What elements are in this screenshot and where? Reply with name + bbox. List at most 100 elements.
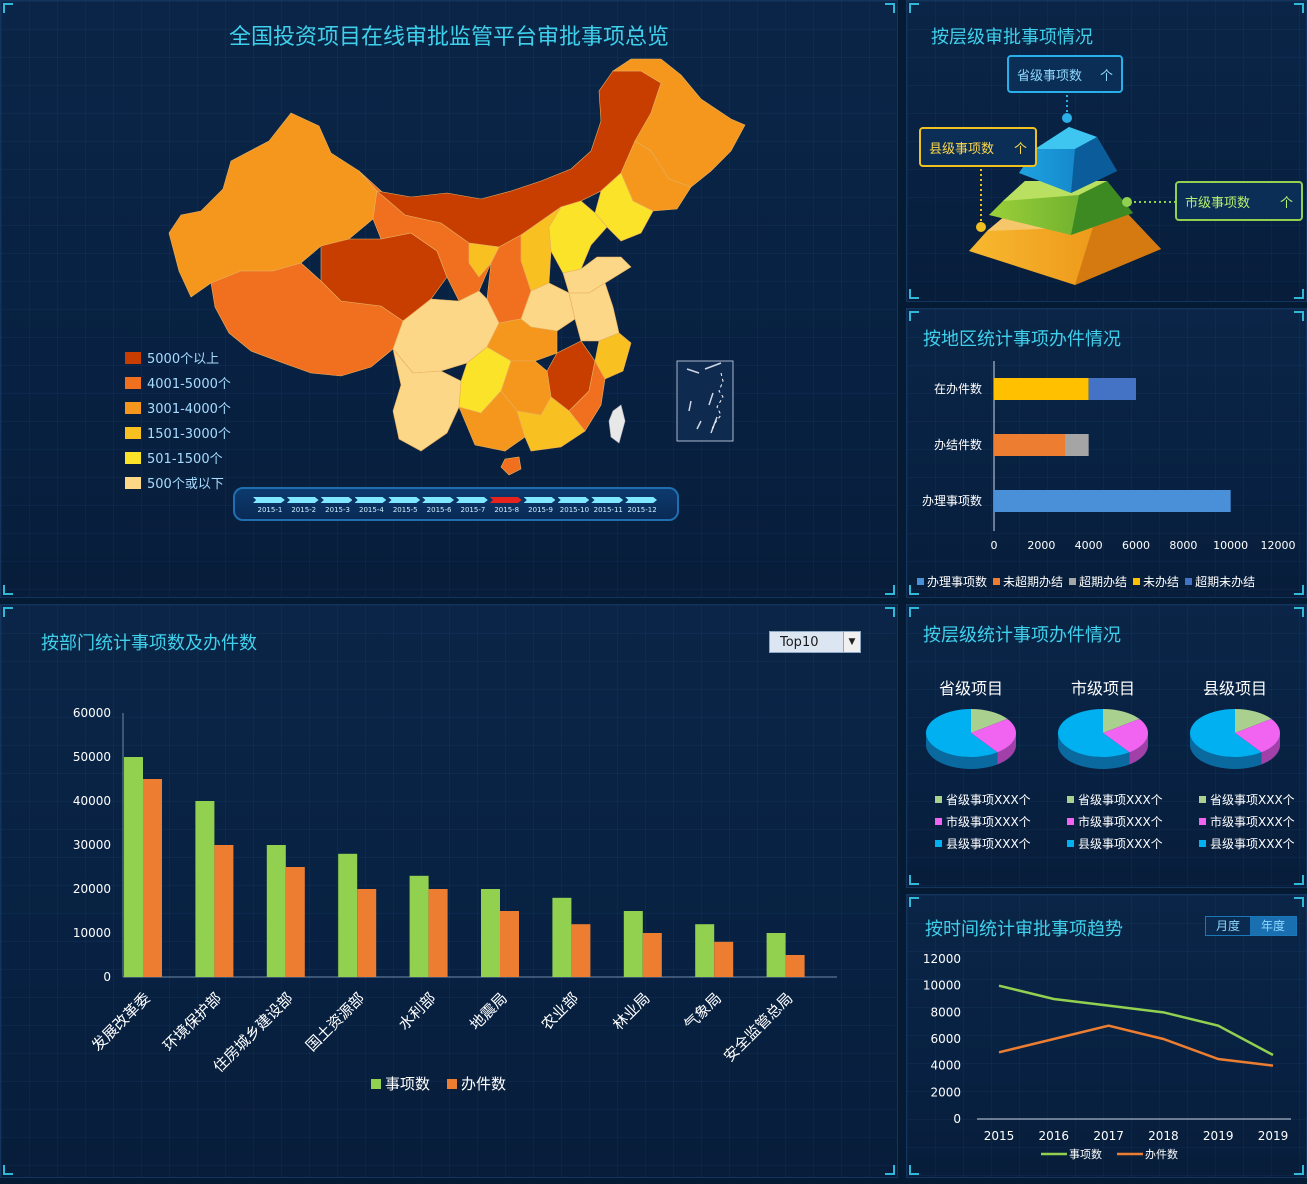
map-region[interactable] <box>612 58 746 188</box>
legend-item[interactable]: 市级事项XXX个 <box>1199 813 1295 830</box>
legend-item[interactable]: 未办结 <box>1133 573 1179 590</box>
timeline-month[interactable] <box>320 497 353 503</box>
map-region[interactable] <box>320 232 448 322</box>
map-region[interactable] <box>608 404 626 444</box>
legend-item[interactable]: 县级事项XXX个 <box>1199 835 1295 852</box>
bar-segment[interactable] <box>994 434 1065 456</box>
corner-decoration <box>1294 585 1304 595</box>
pie-slice[interactable] <box>1190 709 1262 757</box>
legend-item[interactable]: 未超期办结 <box>993 573 1063 590</box>
timeline-month[interactable] <box>591 497 624 503</box>
bar-segment[interactable] <box>994 490 1231 512</box>
bar-segment[interactable] <box>1088 378 1136 400</box>
legend-item[interactable]: 超期未办结 <box>1185 573 1255 590</box>
timeline-month[interactable] <box>286 497 319 503</box>
pie-chart[interactable] <box>911 699 1031 779</box>
bar[interactable] <box>357 889 377 977</box>
legend-item[interactable]: 1501-3000个 <box>125 420 231 445</box>
legend-label[interactable]: 办件数 <box>1145 1148 1178 1161</box>
bar[interactable] <box>500 911 519 977</box>
bar[interactable] <box>143 779 162 977</box>
bar[interactable] <box>695 924 715 977</box>
timeline-month[interactable] <box>557 497 590 503</box>
pie-slice[interactable] <box>1103 709 1140 733</box>
pie-slice[interactable] <box>926 709 998 757</box>
timeline-month[interactable] <box>625 497 657 503</box>
legend-item[interactable]: 省级事项XXX个 <box>1199 791 1295 808</box>
bar[interactable] <box>571 924 591 977</box>
connector-dot <box>1062 113 1072 123</box>
bar[interactable] <box>195 801 215 977</box>
pie-chart[interactable] <box>1043 699 1163 779</box>
category-label: 办结件数 <box>934 437 982 452</box>
bar[interactable] <box>623 911 643 977</box>
legend-item[interactable]: 省级事项XXX个 <box>1067 791 1163 808</box>
pie-slice[interactable] <box>971 709 1008 733</box>
timeline-month[interactable] <box>456 497 488 503</box>
bar[interactable] <box>785 955 805 977</box>
legend-item[interactable]: 超期办结 <box>1069 573 1127 590</box>
timeline-month[interactable] <box>354 497 387 503</box>
legend-swatch <box>125 476 141 489</box>
bar[interactable] <box>214 845 234 977</box>
legend-item[interactable]: 省级事项XXX个 <box>935 791 1031 808</box>
timeline-month[interactable] <box>489 497 522 503</box>
city-label-box[interactable]: 市级事项数 个 <box>1175 181 1303 221</box>
bar[interactable] <box>409 875 429 977</box>
legend-item[interactable]: 市级事项XXX个 <box>1067 813 1163 830</box>
x-tick-label: 0 <box>991 539 998 552</box>
corner-decoration <box>909 607 919 617</box>
legend-item[interactable]: 4001-5000个 <box>125 370 231 395</box>
legend-item[interactable]: 501-1500个 <box>125 445 231 470</box>
china-map[interactable] <box>1 1 898 598</box>
legend-label[interactable]: 办件数 <box>461 1075 506 1093</box>
map-region[interactable] <box>516 396 586 452</box>
legend-item[interactable]: 5000个以上 <box>125 345 231 370</box>
timeline-month[interactable] <box>422 497 454 503</box>
bar[interactable] <box>285 867 305 977</box>
map-region[interactable] <box>468 242 500 278</box>
legend-label[interactable]: 事项数 <box>1069 1148 1102 1161</box>
bar[interactable] <box>642 933 662 977</box>
timeline-month[interactable] <box>523 497 556 503</box>
bar[interactable] <box>481 889 500 977</box>
pie-slice[interactable] <box>1058 709 1130 757</box>
bar[interactable] <box>552 897 572 977</box>
y-tick-label: 4000 <box>930 1059 961 1073</box>
pie-slice[interactable] <box>1235 709 1272 733</box>
pie-slice[interactable] <box>1103 718 1148 753</box>
corner-decoration <box>3 1165 13 1175</box>
series-line[interactable] <box>998 1024 1274 1067</box>
bar[interactable] <box>338 853 358 977</box>
legend-item[interactable]: 市级事项XXX个 <box>935 813 1031 830</box>
legend-item[interactable]: 县级事项XXX个 <box>1067 835 1163 852</box>
timeline-month[interactable] <box>388 497 421 503</box>
legend-item[interactable]: 县级事项XXX个 <box>935 835 1031 852</box>
province-label-box[interactable]: 省级事项数 个 <box>1007 55 1123 93</box>
bar[interactable] <box>766 933 786 977</box>
pie-chart[interactable] <box>1175 699 1295 779</box>
map-region[interactable] <box>500 456 522 476</box>
bar[interactable] <box>124 757 143 977</box>
bar[interactable] <box>428 889 448 977</box>
bar[interactable] <box>714 941 734 977</box>
chevron-down-icon[interactable]: ▼ <box>843 632 860 652</box>
legend-item[interactable]: 办理事项数 <box>917 573 987 590</box>
bar-segment[interactable] <box>1065 434 1089 456</box>
tab-year[interactable]: 年度 <box>1250 917 1296 935</box>
tab-month[interactable]: 月度 <box>1206 917 1250 935</box>
bar[interactable] <box>266 845 286 977</box>
legend-label[interactable]: 事项数 <box>385 1075 430 1093</box>
top-select[interactable]: Top10 ▼ <box>769 631 861 653</box>
corner-decoration <box>909 289 919 299</box>
county-label-box[interactable]: 县级事项数 个 <box>919 127 1037 167</box>
series-line[interactable] <box>998 984 1274 1057</box>
timeline-month[interactable] <box>253 497 285 503</box>
pie-slice[interactable] <box>971 718 1016 753</box>
bar-segment[interactable] <box>994 378 1089 400</box>
legend-item[interactable]: 500个或以下 <box>125 470 231 495</box>
corner-decoration <box>885 607 895 617</box>
legend-item[interactable]: 3001-4000个 <box>125 395 231 420</box>
map-region[interactable] <box>392 348 462 452</box>
pie-slice[interactable] <box>1235 718 1280 753</box>
